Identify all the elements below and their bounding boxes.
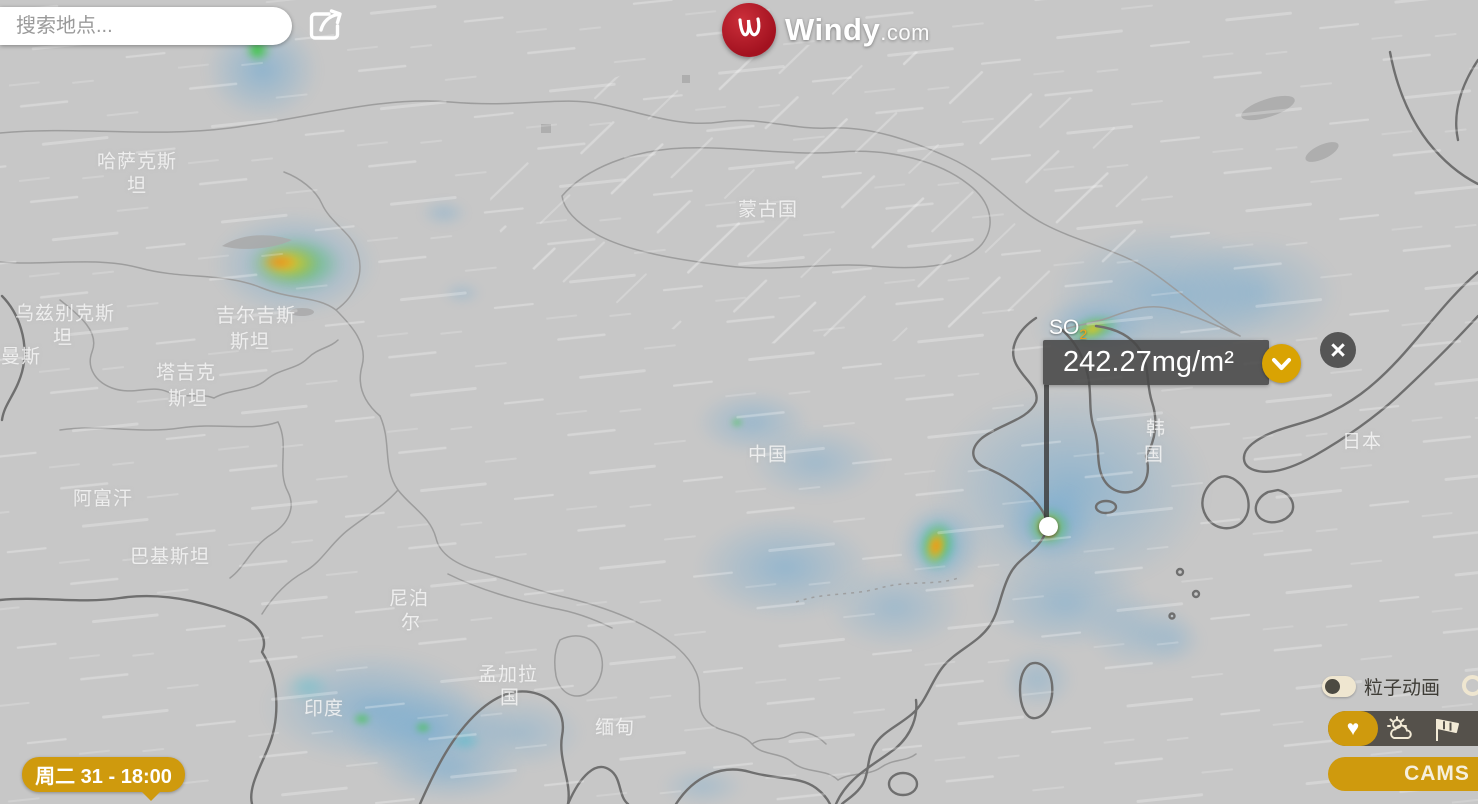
share-button[interactable] [303,4,349,48]
sun-cloud-icon [1387,715,1412,739]
picker-marker-dot[interactable] [1039,517,1058,536]
cams-button[interactable]: CAMS [1328,757,1478,791]
share-icon [309,8,342,40]
particles-toggle-label: 粒子动画 [1364,677,1441,699]
so2-subscript: 2 [1079,326,1088,343]
secondary-toggle[interactable] [1462,675,1478,696]
weather-layers-button[interactable] [1378,711,1424,746]
picker-leader-line [1044,385,1049,519]
close-icon: × [1330,335,1346,365]
picker-close-button[interactable]: × [1320,332,1356,368]
so2-layer-label: SO2 [1049,316,1088,343]
windy-logo-text: Windy.com [785,12,930,47]
wind-reports-button[interactable] [1424,711,1470,746]
cams-label: CAMS [1404,762,1470,785]
particles-toggle[interactable] [1322,675,1356,697]
search-bar [0,7,292,45]
toggle-knob [1325,678,1340,694]
picker-value: 242.27mg/m² [1063,346,1234,378]
timeline-timestamp-badge[interactable]: 周二 31 - 18:00 [22,757,185,792]
windy-logo[interactable]: Windy.com [722,3,930,57]
timestamp-text: 周二 31 - 18:00 [35,766,172,788]
favorites-button[interactable]: ♥ [1328,711,1378,746]
windy-logo-icon [722,3,776,57]
windsock-icon [1436,718,1459,741]
chevron-down-icon [1272,358,1291,370]
particles-toggle-row: 粒子动画 [1322,674,1441,699]
layer-switcher: ♥ [1328,711,1478,746]
heart-icon: ♥ [1346,717,1360,740]
timestamp-pointer [140,790,162,801]
picker-expand-button[interactable] [1262,344,1301,383]
picker-value-box[interactable]: 242.27mg/m² [1043,340,1269,385]
search-input[interactable] [0,7,292,45]
